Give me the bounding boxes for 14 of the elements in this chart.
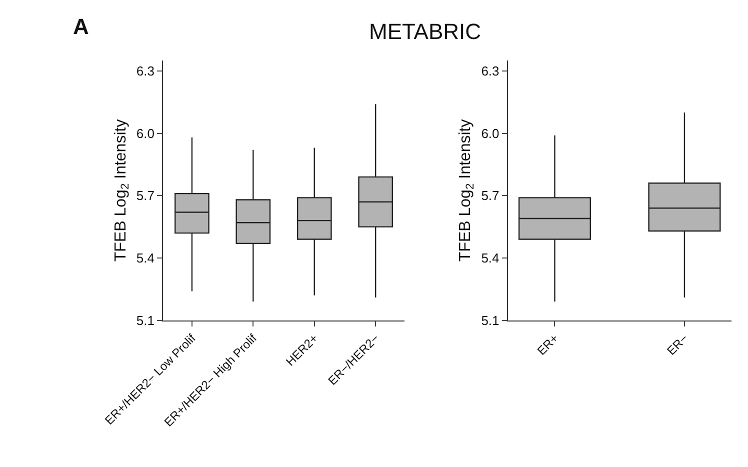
y-tick-label: 5.4 — [481, 250, 500, 266]
y-tick-label: 5.7 — [136, 188, 154, 204]
x-tick-label: ER+ — [534, 331, 562, 358]
y-tick-label: 6.3 — [136, 63, 154, 78]
y-tick-label: 6.0 — [481, 126, 500, 141]
text: A — [73, 14, 89, 39]
chart-title: METABRIC — [369, 19, 482, 44]
y-tick-label: 6.3 — [481, 63, 500, 78]
y-tick-label: 5.7 — [481, 188, 500, 204]
y-tick-label: 5.1 — [481, 312, 500, 328]
x-tick-label: ER− — [664, 331, 691, 358]
y-tick-label: 6.0 — [136, 126, 154, 141]
y-tick-label: 5.4 — [136, 250, 154, 266]
y-tick-label: 5.1 — [136, 312, 154, 328]
